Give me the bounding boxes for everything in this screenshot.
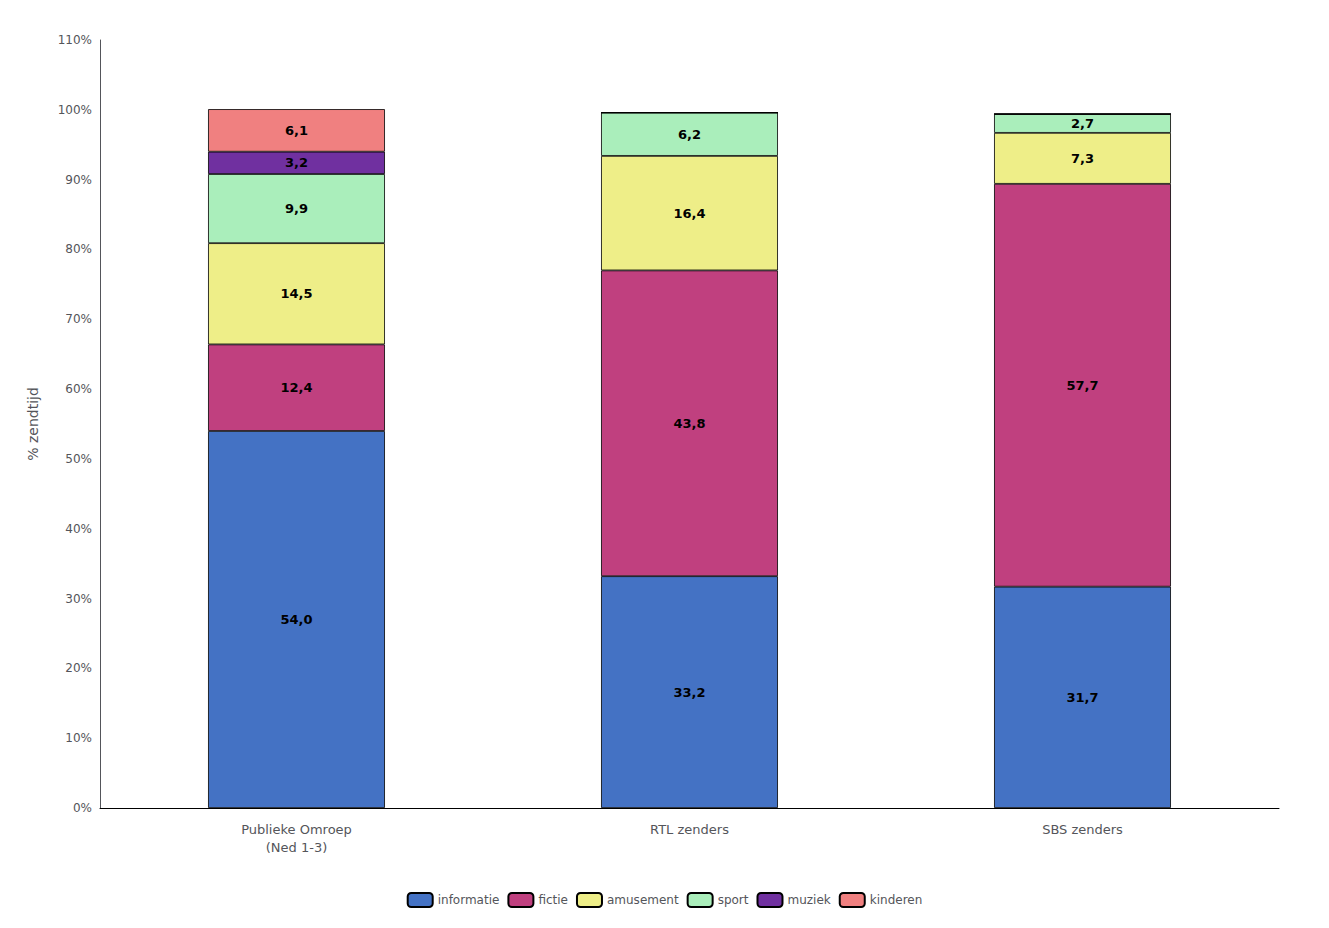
svg-text:9,9: 9,9 (285, 201, 308, 216)
svg-text:50%: 50% (65, 452, 92, 466)
svg-text:sport: sport (718, 893, 749, 907)
svg-text:16,4: 16,4 (673, 206, 705, 221)
svg-text:6,1: 6,1 (285, 123, 308, 138)
svg-text:(Ned 1-3): (Ned 1-3) (266, 840, 327, 855)
svg-text:54,0: 54,0 (280, 612, 312, 627)
svg-text:12,4: 12,4 (280, 380, 312, 395)
svg-text:RTL zenders: RTL zenders (650, 822, 729, 837)
svg-text:14,5: 14,5 (280, 286, 312, 301)
svg-text:kinderen: kinderen (870, 893, 923, 907)
svg-text:110%: 110% (58, 33, 92, 47)
svg-text:3,2: 3,2 (285, 155, 308, 170)
svg-text:90%: 90% (65, 173, 92, 187)
svg-text:10%: 10% (65, 731, 92, 745)
svg-text:informatie: informatie (438, 893, 500, 907)
svg-text:100%: 100% (58, 103, 92, 117)
svg-text:57,7: 57,7 (1066, 378, 1098, 393)
svg-text:43,8: 43,8 (673, 416, 705, 431)
svg-text:0%: 0% (73, 801, 92, 815)
svg-text:80%: 80% (65, 242, 92, 256)
svg-text:30%: 30% (65, 592, 92, 606)
svg-text:31,7: 31,7 (1066, 690, 1098, 705)
svg-text:6,2: 6,2 (678, 127, 701, 142)
svg-text:40%: 40% (65, 522, 92, 536)
svg-text:muziek: muziek (787, 893, 830, 907)
svg-text:7,3: 7,3 (1071, 151, 1094, 166)
svg-text:60%: 60% (65, 382, 92, 396)
svg-text:70%: 70% (65, 312, 92, 326)
svg-text:33,2: 33,2 (673, 685, 705, 700)
svg-text:Publieke Omroep: Publieke Omroep (241, 822, 352, 837)
svg-text:SBS zenders: SBS zenders (1042, 822, 1123, 837)
svg-text:20%: 20% (65, 661, 92, 675)
svg-text:fictie: fictie (538, 893, 568, 907)
svg-text:% zendtijd: % zendtijd (25, 387, 41, 461)
svg-text:2,7: 2,7 (1071, 116, 1094, 131)
svg-text:amusement: amusement (607, 893, 679, 907)
